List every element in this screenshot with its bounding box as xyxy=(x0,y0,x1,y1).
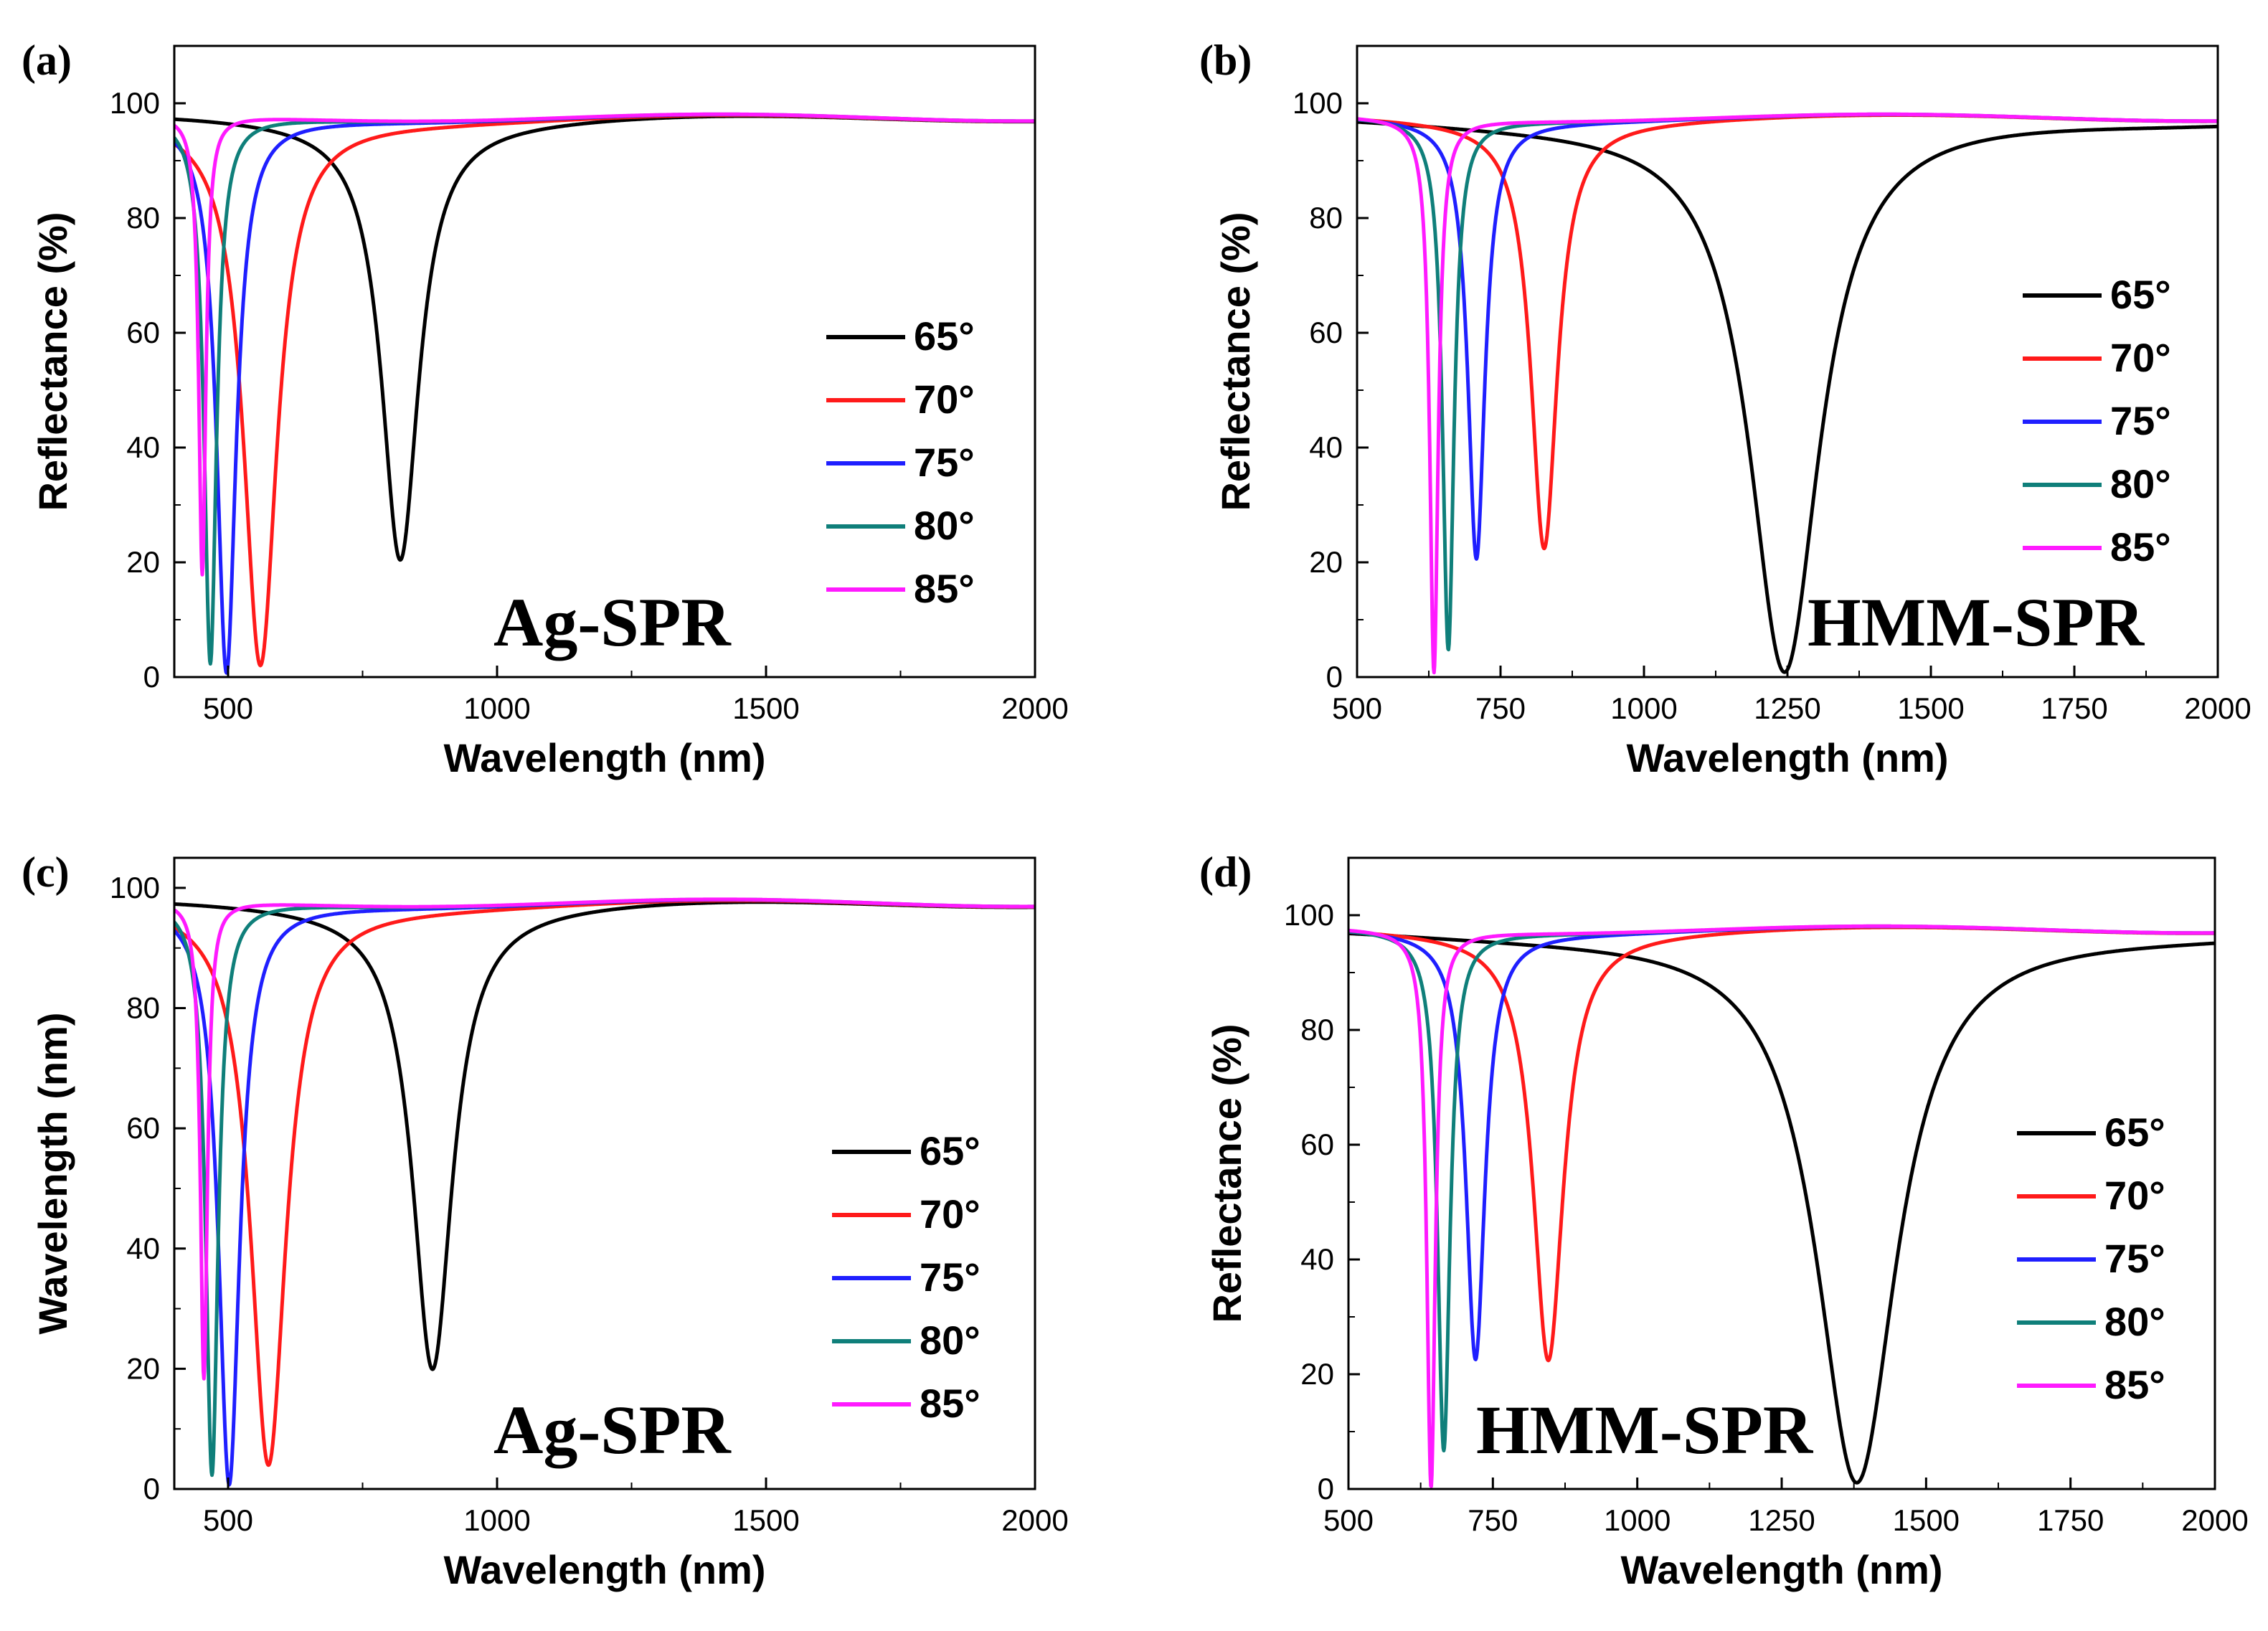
panel-label: (b) xyxy=(1199,37,1252,84)
x-tick-label: 1500 xyxy=(1893,1503,1960,1537)
legend-label: 80° xyxy=(2104,1299,2165,1344)
y-tick-label: 60 xyxy=(1300,1127,1334,1161)
legend-label: 70° xyxy=(914,377,975,422)
axes-frame xyxy=(173,856,1036,1490)
legend-label: 70° xyxy=(2104,1173,2165,1218)
legend-label: 85° xyxy=(2104,1362,2165,1407)
legend-label: 80° xyxy=(920,1318,981,1363)
legend: 65° 70° 75° 80° 85° xyxy=(826,313,975,611)
x-tick-label: 1750 xyxy=(2037,1503,2104,1537)
x-tick-label: 500 xyxy=(1332,691,1382,725)
y-tick-label: 100 xyxy=(1284,898,1334,932)
legend-label: 80° xyxy=(914,503,975,548)
y-axis-label: Wavelength (nm) xyxy=(30,1012,75,1334)
x-tick-label: 750 xyxy=(1468,1503,1518,1537)
x-tick-label: 1500 xyxy=(732,691,799,725)
y-tick-label: 100 xyxy=(110,86,160,120)
sample-label: HMM-SPR xyxy=(1476,1391,1814,1468)
y-tick-label: 80 xyxy=(126,201,160,235)
y-tick-label: 40 xyxy=(1309,430,1343,464)
legend-label: 65° xyxy=(2104,1110,2165,1155)
x-tick-label: 1000 xyxy=(463,1503,530,1537)
y-tick-label: 40 xyxy=(126,1231,160,1265)
y-axis-label: Reflectance (%) xyxy=(1213,212,1258,511)
legend-label: 75° xyxy=(914,440,975,485)
x-tick-label: 2000 xyxy=(1001,1503,1068,1537)
panel-a: 500 1000 1500 2000 0 20 40 60 80 100 Wavelength (n… xyxy=(22,37,1069,780)
y-tick-label: 100 xyxy=(110,871,160,904)
x-tick-label: 2000 xyxy=(2184,691,2251,725)
sample-label: Ag-SPR xyxy=(493,584,732,661)
y-tick-label: 60 xyxy=(126,1111,160,1145)
panel-label: (c) xyxy=(22,848,70,896)
legend-label: 85° xyxy=(2110,524,2171,569)
legend-label: 75° xyxy=(2110,398,2171,443)
legend-label: 65° xyxy=(2110,272,2171,317)
axes-frame xyxy=(173,44,1036,679)
sample-label: Ag-SPR xyxy=(493,1391,732,1468)
x-tick-label: 1000 xyxy=(1610,691,1677,725)
x-tick-label: 2000 xyxy=(2181,1503,2248,1537)
y-axis-label: Reflectance (%) xyxy=(30,212,75,511)
sample-label: HMM-SPR xyxy=(1808,584,2145,661)
x-tick-label: 1250 xyxy=(1748,1503,1815,1537)
series-line-85deg xyxy=(174,112,1035,577)
legend-label: 75° xyxy=(920,1254,981,1300)
y-tick-label: 0 xyxy=(143,660,160,694)
x-tick-label: 750 xyxy=(1475,691,1526,725)
x-tick-label: 500 xyxy=(1323,1503,1374,1537)
legend-label: 85° xyxy=(920,1381,981,1426)
x-tick-label: 1000 xyxy=(463,691,530,725)
legend-label: 75° xyxy=(2104,1236,2165,1281)
x-tick-label: 1750 xyxy=(2041,691,2107,725)
x-tick-label: 500 xyxy=(203,1503,253,1537)
panel-c: 500 1000 1500 2000 0 20 40 60 80 100 Wavelength (n… xyxy=(22,848,1069,1592)
legend-label: 65° xyxy=(914,313,975,359)
y-tick-label: 20 xyxy=(1309,545,1343,579)
x-tick-label: 1250 xyxy=(1754,691,1820,725)
legend-label: 80° xyxy=(2110,461,2171,506)
x-tick-label: 500 xyxy=(203,691,253,725)
x-tick-label: 1500 xyxy=(1897,691,1964,725)
y-tick-label: 20 xyxy=(126,545,160,579)
y-tick-label: 80 xyxy=(1309,201,1343,235)
x-axis-label: Wavelength (nm) xyxy=(1620,1547,1942,1592)
series-line-85deg xyxy=(1348,924,2215,1488)
y-tick-label: 0 xyxy=(1326,660,1343,694)
x-axis-label: Wavelength (nm) xyxy=(443,735,765,780)
legend-label: 65° xyxy=(920,1128,981,1173)
y-tick-label: 80 xyxy=(126,991,160,1025)
y-tick-label: 60 xyxy=(1309,316,1343,349)
legend-label: 70° xyxy=(2110,335,2171,380)
y-axis-label: Reflectance (%) xyxy=(1204,1023,1249,1323)
x-tick-label: 1000 xyxy=(1604,1503,1671,1537)
y-tick-label: 20 xyxy=(1300,1357,1334,1391)
panel-label: (a) xyxy=(22,37,72,84)
legend-label: 85° xyxy=(914,566,975,611)
panel-d: 500 750 1000 1250 1500 1750 2000 0 20 40 60 80 100 Wa… xyxy=(1199,848,2249,1592)
y-tick-label: 40 xyxy=(126,430,160,464)
x-tick-label: 1500 xyxy=(732,1503,799,1537)
legend: 65° 70° 75° 80° 85° xyxy=(2017,1110,2165,1407)
x-axis-label: Wavelength (nm) xyxy=(1626,735,1948,780)
x-tick-label: 2000 xyxy=(1001,691,1068,725)
legend: 65° 70° 75° 80° 85° xyxy=(832,1128,981,1426)
legend: 65° 70° 75° 80° 85° xyxy=(2023,272,2171,569)
y-tick-label: 100 xyxy=(1293,86,1343,120)
y-tick-label: 0 xyxy=(143,1472,160,1505)
y-tick-label: 60 xyxy=(126,316,160,349)
y-tick-label: 0 xyxy=(1318,1472,1334,1505)
x-axis-label: Wavelength (nm) xyxy=(443,1547,765,1592)
y-tick-label: 80 xyxy=(1300,1013,1334,1046)
y-tick-label: 20 xyxy=(126,1351,160,1385)
legend-label: 70° xyxy=(920,1191,981,1237)
series-line-85deg xyxy=(1357,112,2218,675)
panel-label: (d) xyxy=(1199,848,1252,896)
series-line-85deg xyxy=(174,897,1035,1381)
panel-b: 500 750 1000 1250 1500 1750 2000 0 20 40 60 80 100 Wa… xyxy=(1199,37,2252,780)
y-tick-label: 40 xyxy=(1300,1242,1334,1276)
